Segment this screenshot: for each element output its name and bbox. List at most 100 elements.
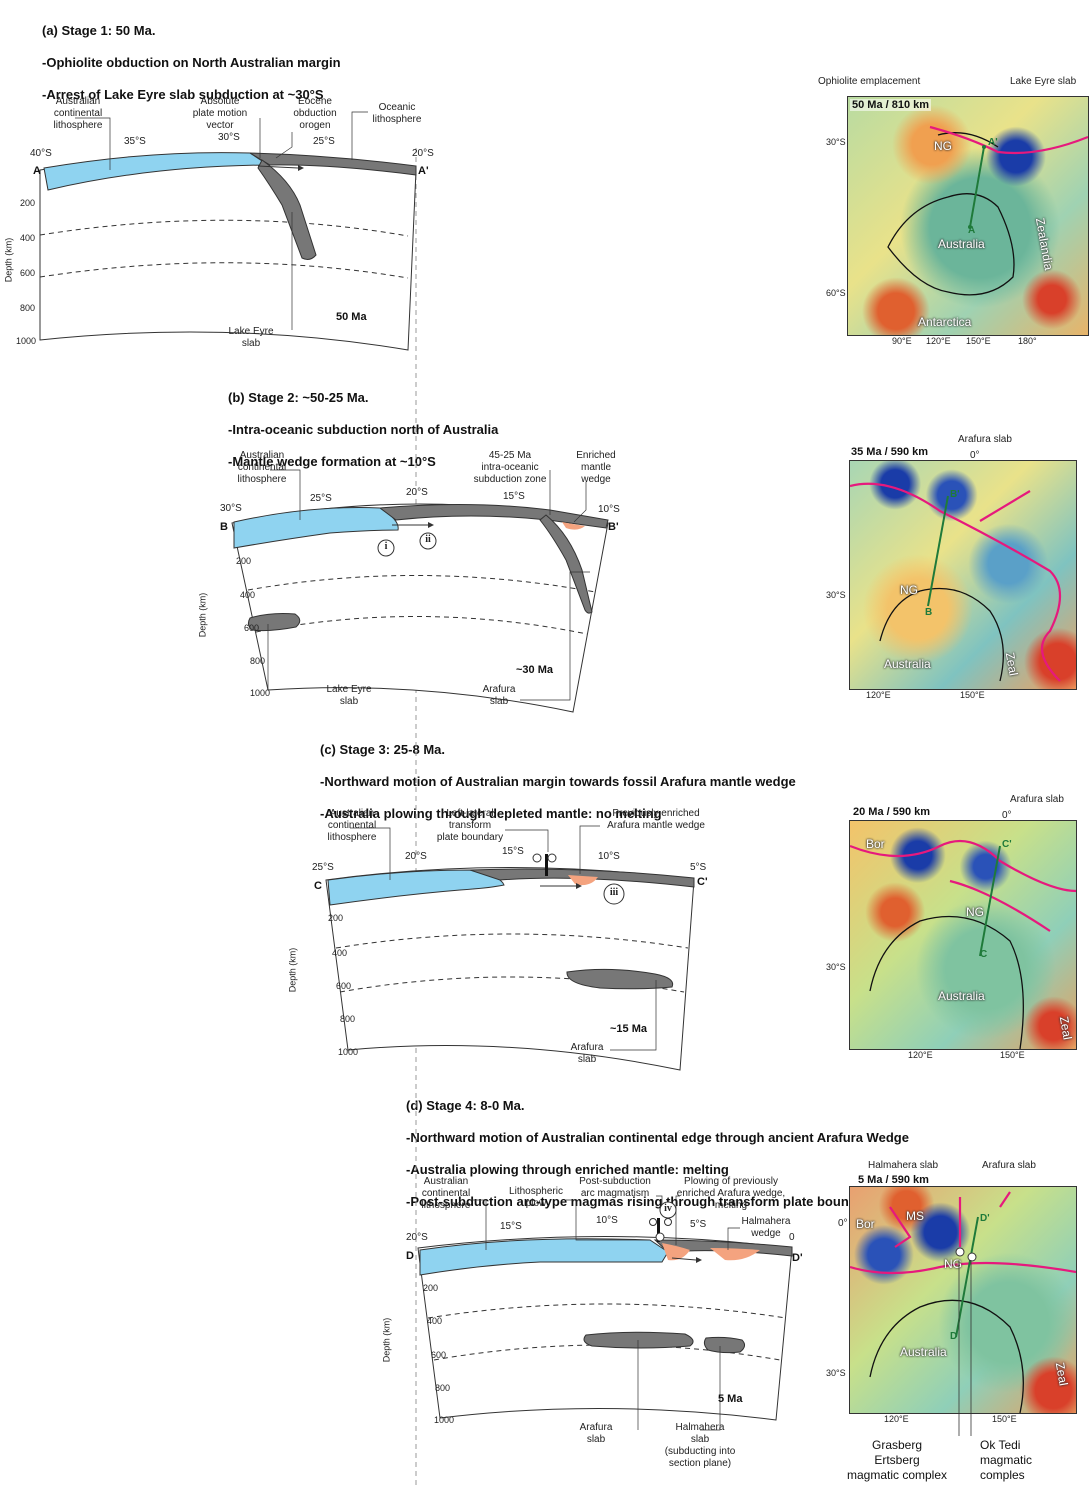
depth-tick: 1000 — [434, 1415, 455, 1425]
label-halmahera-wedge: Halmahera wedge — [741, 1216, 791, 1239]
lat-tick: 20°S — [412, 148, 434, 159]
stage-line: -Arrest of Lake Eyre slab subduction at … — [42, 87, 324, 102]
map-title-20: 20 Ma / 590 km — [853, 806, 931, 818]
lat-tick: 30°S — [220, 503, 242, 514]
magma-dot — [655, 1232, 665, 1242]
depth-tick: 800 — [250, 656, 266, 666]
section-c-end: C' — [697, 876, 708, 888]
section-d-group — [417, 1195, 793, 1431]
dot-symbol — [649, 1218, 657, 1226]
leader — [675, 1195, 680, 1245]
lat-tick: 0 — [789, 1232, 795, 1243]
depth-tick: 800 — [340, 1014, 356, 1024]
arrow-head — [428, 522, 434, 528]
marker-i-circle — [377, 539, 395, 557]
map-overlay — [850, 1191, 1076, 1413]
leader — [579, 825, 600, 874]
section-b-start: B — [220, 521, 228, 533]
place-ms: MS — [906, 1209, 924, 1223]
place-australia: Australia — [938, 237, 985, 251]
leader — [573, 482, 587, 523]
lat-tick: 10°S — [596, 1215, 618, 1226]
lon-tick: 150°E — [960, 690, 985, 700]
depth-tick: 400 — [240, 590, 256, 600]
lat-tick: 10°S — [598, 504, 620, 515]
lat-tick: 25°S — [310, 493, 332, 504]
label-plowing-wedge: Plowing of previously enriched Arafura w… — [676, 1176, 786, 1211]
depth-tick: 200 — [423, 1283, 439, 1293]
depth-contour-400 — [335, 933, 689, 949]
label-halmahera-slab: Halmahera slab (subducting into section … — [664, 1422, 736, 1469]
section-c-age: ~15 Ma — [610, 1023, 647, 1035]
map-note-arafura: Arafura slab — [1010, 794, 1064, 805]
stage-line: -Northward motion of Australian margin t… — [320, 774, 796, 789]
label-orogen: Eocene obduction orogen — [293, 96, 337, 131]
label-oktedi: Ok Tedi magmatic comples — [980, 1438, 1033, 1482]
depth-tick: 400 — [20, 233, 36, 243]
halmahera-slab — [703, 1336, 746, 1354]
map-overlay — [850, 839, 1076, 1049]
lat-tick: 60°S — [826, 288, 846, 298]
label-subduction-zone: 45-25 Ma intra-oceanic subduction zone — [473, 450, 547, 485]
depth-tick: 600 — [244, 623, 260, 633]
lat-tick: 15°S — [502, 846, 524, 857]
ng-coast — [937, 132, 999, 148]
plate-boundary — [850, 482, 1061, 682]
stage-a-title: (a) Stage 1: 50 Ma. -Ophiolite obduction… — [42, 7, 341, 119]
label-continental: Australian continental lithosphere — [237, 450, 287, 485]
map-overlay — [887, 125, 1088, 296]
plate-boundary — [929, 125, 1088, 155]
label-arafura-slab: Arafura slab — [482, 684, 516, 707]
section-a-end: A' — [418, 165, 429, 177]
section-d-age: 5 Ma — [718, 1393, 743, 1405]
australian-lithosphere — [419, 1238, 669, 1276]
lat-tick: 5°S — [690, 1219, 707, 1230]
marker-ii-circle — [419, 532, 437, 550]
point-a: A — [968, 225, 976, 236]
section-a — [39, 111, 417, 351]
plate-boundary-2 — [889, 1191, 1011, 1248]
lon-tick: 120°E — [926, 336, 951, 346]
lon-tick: 150°E — [1000, 1050, 1025, 1060]
place-bor: Bor — [856, 1217, 875, 1231]
leader — [566, 1199, 650, 1241]
depth-tick: 800 — [20, 303, 36, 313]
coastline — [869, 1299, 1024, 1413]
stage-d-title: (d) Stage 4: 8-0 Ma. -Northward motion o… — [406, 1082, 909, 1226]
section-c — [325, 825, 695, 1071]
arafura-slab — [583, 1331, 694, 1349]
place-australia: Australia — [900, 1345, 947, 1359]
section-start-dot — [968, 225, 972, 229]
map-title: 50 Ma / 810 km — [850, 99, 932, 111]
map-note-halmahera: Halmahera slab — [868, 1160, 939, 1171]
lat-tick: 20°S — [406, 1232, 428, 1243]
arrow-head — [576, 883, 582, 889]
lon-tick: 150°E — [992, 1414, 1017, 1424]
leader — [270, 469, 301, 520]
depth-tick: 200 — [236, 556, 252, 566]
map-note-lake-eyre: Lake Eyre slab — [1010, 76, 1077, 87]
depth-contour-400 — [247, 574, 596, 593]
depth-tick: 200 — [20, 198, 36, 208]
lat-tick: 30°S — [218, 132, 240, 143]
depth-tick: 400 — [332, 948, 348, 958]
lat-tick: 30°S — [826, 590, 846, 600]
lon-tick: 180° — [1018, 336, 1037, 346]
dot-symbol — [532, 853, 542, 863]
lake-eyre-slab — [257, 159, 317, 260]
label-lithospheric-plow: Lithospheric plow — [509, 1186, 563, 1209]
lat-tick: 20°S — [405, 851, 427, 862]
map-note-equator: 0° — [970, 450, 980, 461]
map-title-5: 5 Ma / 590 km — [858, 1174, 929, 1186]
leader — [75, 117, 111, 170]
leader — [505, 829, 549, 852]
lon-tick: 120°E — [884, 1414, 909, 1424]
point-c-prime: C' — [1002, 839, 1012, 850]
place-australia: Australia — [884, 657, 931, 671]
section-line — [969, 146, 985, 228]
tomography-map-50ma: 50 Ma / 810 km NG Australia Zealandia An… — [847, 96, 1089, 336]
lat-tick: 35°S — [124, 136, 146, 147]
motion-vector — [671, 1257, 697, 1261]
arrow-head — [298, 165, 304, 171]
